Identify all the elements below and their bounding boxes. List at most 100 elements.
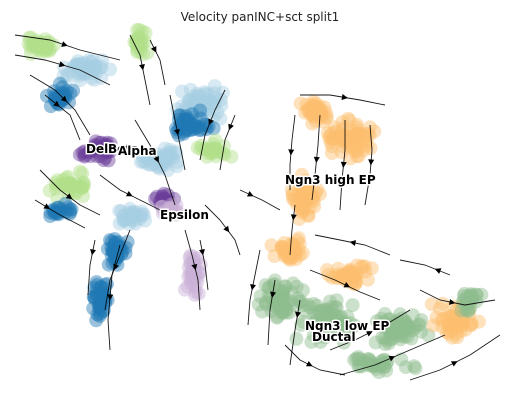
cell-point	[317, 302, 332, 317]
cell-point	[350, 149, 364, 164]
cell-point	[329, 322, 344, 336]
cell-point	[136, 47, 151, 62]
cell-point	[49, 89, 64, 104]
cell-point	[350, 124, 365, 138]
cell-point	[183, 276, 198, 291]
cell-point	[67, 177, 82, 192]
cell-point	[127, 35, 142, 50]
cell-point	[187, 252, 202, 267]
streamline	[267, 279, 276, 346]
cell-point	[203, 144, 218, 159]
cell-point	[93, 279, 108, 294]
cell-point	[305, 102, 320, 116]
cell-point	[273, 288, 288, 303]
cell-point	[280, 295, 295, 310]
cell-point	[389, 323, 404, 337]
cell-point	[118, 240, 133, 255]
streamline	[239, 189, 281, 211]
cell-point	[390, 322, 405, 337]
cell-point	[48, 91, 62, 106]
cell-point	[148, 191, 163, 206]
cell-point	[77, 144, 92, 159]
cell-point	[188, 101, 203, 116]
cell-point	[187, 100, 202, 115]
cell-point	[35, 42, 50, 57]
cell-point	[281, 251, 296, 266]
cell-point	[186, 249, 201, 264]
cell-point	[277, 236, 292, 250]
cell-point	[158, 147, 173, 162]
cell-point	[95, 286, 110, 300]
cell-point	[132, 33, 147, 48]
cell-point	[311, 101, 326, 116]
cell-point	[289, 331, 304, 346]
cell-point	[279, 305, 294, 320]
cell-point	[139, 151, 154, 166]
cell-point	[126, 207, 141, 222]
cell-point	[76, 189, 91, 203]
cell-point	[88, 138, 103, 152]
cell-point	[65, 179, 80, 194]
cell-point	[348, 273, 363, 288]
cell-point	[181, 102, 196, 117]
cell-point	[58, 196, 73, 211]
cell-point	[332, 310, 347, 325]
cell-point	[135, 154, 150, 168]
cell-point	[299, 193, 314, 208]
cell-point	[192, 123, 207, 137]
streamline	[34, 199, 86, 229]
cell-point	[134, 207, 149, 222]
cell-point	[101, 257, 116, 272]
cell-point	[345, 268, 360, 283]
cell-point	[61, 200, 75, 215]
cell-point	[400, 321, 415, 336]
cell-point	[353, 126, 368, 141]
cell-point	[70, 65, 85, 80]
cell-point	[294, 167, 309, 182]
cell-point	[300, 103, 315, 118]
cell-point	[349, 120, 364, 135]
cell-point	[94, 293, 109, 308]
cell-point	[88, 58, 103, 73]
cell-point	[197, 102, 212, 117]
cell-point	[338, 325, 352, 340]
cell-point	[54, 202, 69, 217]
cell-point	[133, 154, 148, 169]
cell-point	[302, 105, 317, 120]
cell-point	[276, 290, 291, 305]
cell-point	[133, 209, 148, 224]
cell-point	[329, 300, 344, 315]
cell-point	[55, 80, 70, 95]
cell-point	[54, 204, 69, 219]
cell-point	[116, 208, 130, 223]
stream-arrowhead	[434, 268, 442, 274]
cell-point	[287, 242, 302, 257]
cell-point	[464, 288, 479, 303]
cell-point	[285, 237, 300, 252]
cell-point	[46, 38, 61, 53]
cell-point	[150, 147, 165, 162]
cell-point	[50, 205, 65, 220]
cell-point	[96, 153, 111, 168]
cell-point	[199, 103, 214, 118]
cell-point	[105, 244, 120, 259]
cell-point	[57, 178, 72, 193]
cell-point	[327, 316, 341, 331]
cell-point	[93, 306, 108, 321]
cell-point	[104, 248, 119, 263]
cell-point	[117, 212, 132, 227]
streamline	[204, 204, 241, 256]
cell-point	[26, 35, 40, 50]
stream-arrowhead	[60, 95, 68, 103]
cell-point	[350, 127, 365, 142]
cell-point	[185, 274, 199, 289]
cell-point	[99, 138, 114, 153]
cell-point	[288, 245, 303, 260]
cell-point	[169, 198, 184, 213]
label-ngn3-high-ep: Ngn3 high EP	[285, 173, 376, 187]
cell-point	[433, 301, 447, 316]
cell-point	[167, 191, 182, 206]
cell-point	[306, 328, 321, 343]
cell-point	[395, 311, 410, 326]
cell-point	[458, 322, 473, 337]
